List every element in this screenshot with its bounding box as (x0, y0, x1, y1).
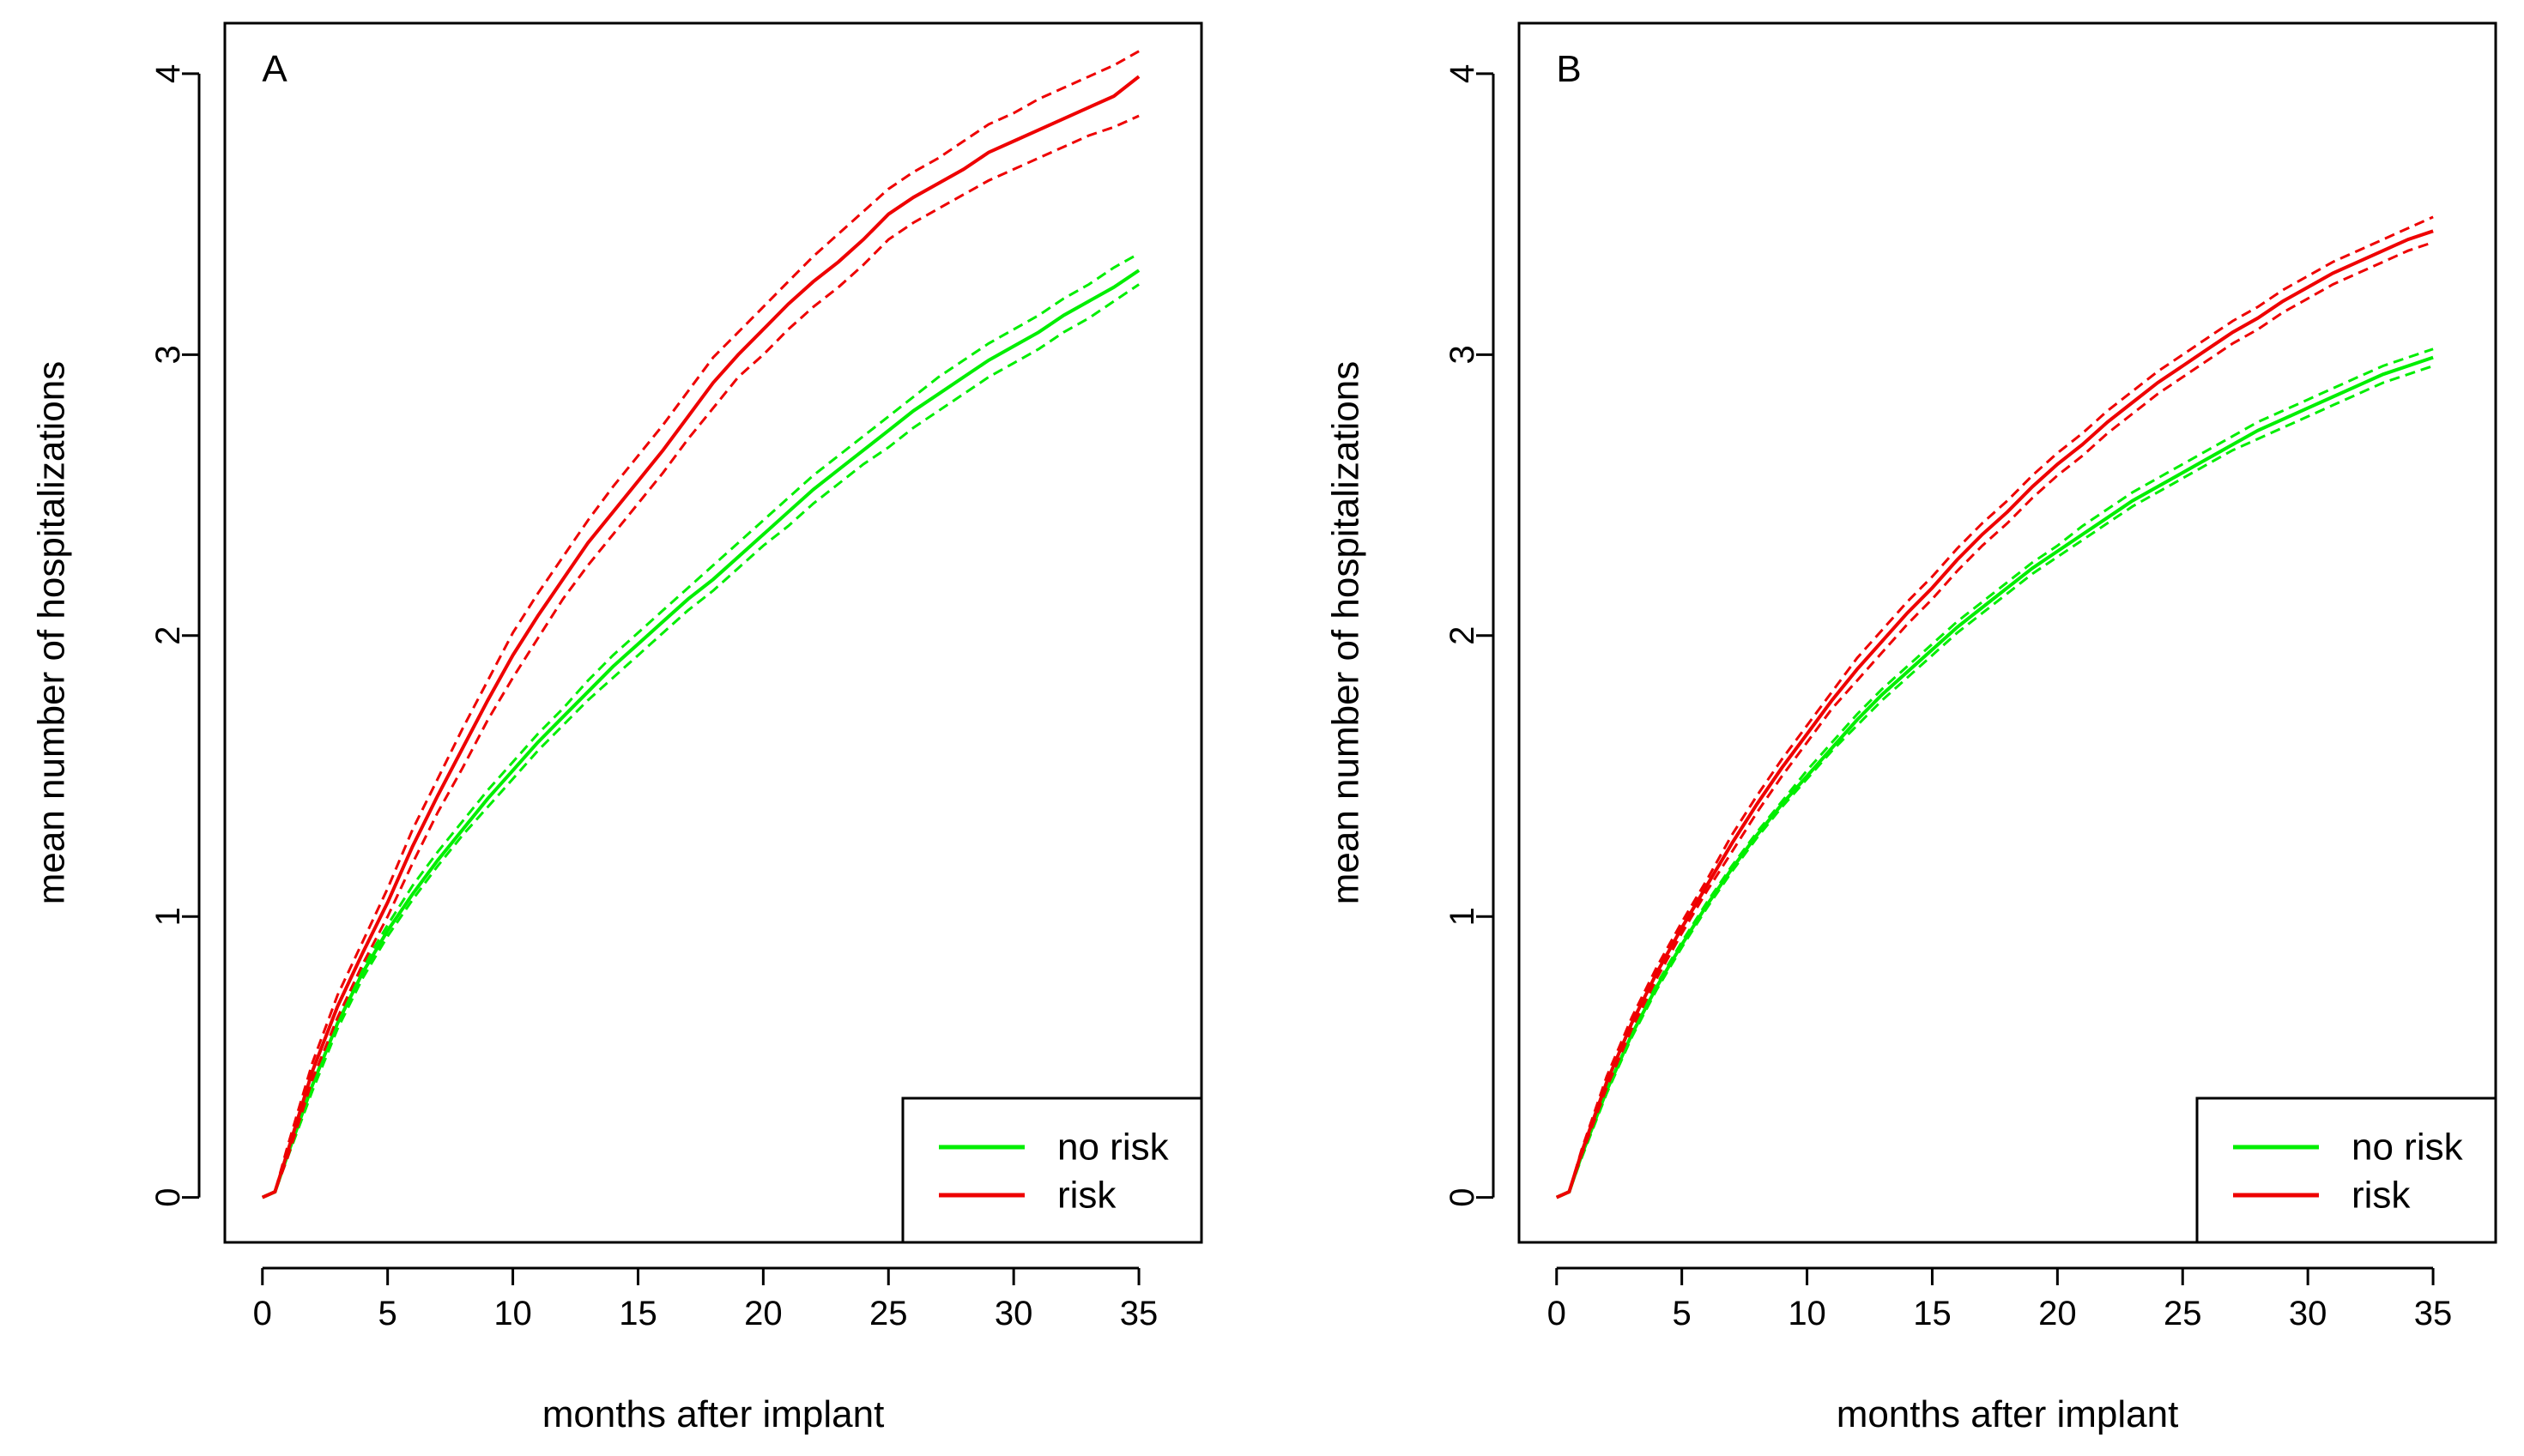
panel-B: 0 5 10 15 20 25 30 35 0 1 2 3 4 months after implant m… (1325, 21, 2497, 1435)
x-tick-label: 0 (1547, 1295, 1566, 1332)
panel-label: B (1556, 48, 1581, 90)
series-no-risk-line (1555, 355, 2434, 1199)
y-tick-label: 2 (1444, 626, 1481, 645)
series-risk-ci-upper (262, 50, 1140, 1199)
y-axis-title: mean number of hospitalizations (31, 361, 73, 904)
x-tick-label: 35 (1120, 1295, 1159, 1332)
series-no-risk-ci-lower (1556, 365, 2434, 1199)
x-tick-label: 25 (2164, 1295, 2202, 1332)
x-tick-label: 15 (619, 1295, 657, 1332)
y-tick-label: 0 (1444, 1187, 1481, 1206)
y-tick-label: 4 (149, 64, 187, 83)
x-tick-label: 10 (1788, 1295, 1826, 1332)
x-tick-label: 25 (869, 1295, 908, 1332)
series-no-risk-ci-upper (1556, 347, 2434, 1199)
legend-box (901, 1097, 1203, 1244)
x-tick-label: 20 (744, 1295, 783, 1332)
legend-label-no-risk: no risk (1057, 1127, 1170, 1169)
panel-A: 0 5 10 15 20 25 30 35 0 1 2 3 4 months after implant m… (31, 21, 1203, 1435)
plot-frame (223, 21, 1203, 1244)
series-risk-ci-upper (1556, 215, 2434, 1199)
y-tick-label: 4 (1444, 64, 1481, 83)
y-tick-label: 3 (149, 345, 187, 364)
legend-label-risk: risk (1057, 1175, 1117, 1217)
series-risk-ci-lower (1556, 240, 2434, 1199)
series-no-risk-ci-lower (262, 283, 1140, 1199)
y-tick-label: 3 (1444, 345, 1481, 364)
x-tick-label: 35 (2414, 1295, 2453, 1332)
y-tick-label: 2 (149, 626, 187, 645)
legend-label-no-risk: no risk (2351, 1127, 2464, 1169)
x-tick-label: 5 (378, 1295, 397, 1332)
x-axis-title: months after implant (1837, 1393, 2179, 1435)
series-risk-ci-lower (262, 114, 1140, 1199)
series-no-risk-ci-upper (262, 252, 1140, 1199)
x-tick-label: 10 (493, 1295, 532, 1332)
x-tick-label: 15 (1913, 1295, 1952, 1332)
y-axis-title: mean number of hospitalizations (1325, 361, 1367, 904)
legend-label-risk: risk (2351, 1175, 2411, 1217)
x-tick-label: 0 (253, 1295, 272, 1332)
legend: no risk risk (901, 1097, 1203, 1244)
plot-frame (1517, 21, 2497, 1244)
series-no-risk-line (261, 269, 1141, 1199)
y-tick-label: 1 (1444, 907, 1481, 926)
y-tick-label: 0 (149, 1187, 187, 1206)
x-tick-label: 5 (1673, 1295, 1692, 1332)
x-tick-label: 30 (995, 1295, 1033, 1332)
y-tick-label: 1 (149, 907, 187, 926)
panel-label: A (262, 48, 288, 90)
legend-box (2195, 1097, 2497, 1244)
legend: no risk risk (2195, 1097, 2497, 1244)
x-axis-title: months after implant (542, 1393, 885, 1435)
x-tick-label: 20 (2038, 1295, 2077, 1332)
series-risk-line (261, 75, 1141, 1199)
x-tick-label: 30 (2289, 1295, 2327, 1332)
series-risk-line (1555, 229, 2434, 1199)
